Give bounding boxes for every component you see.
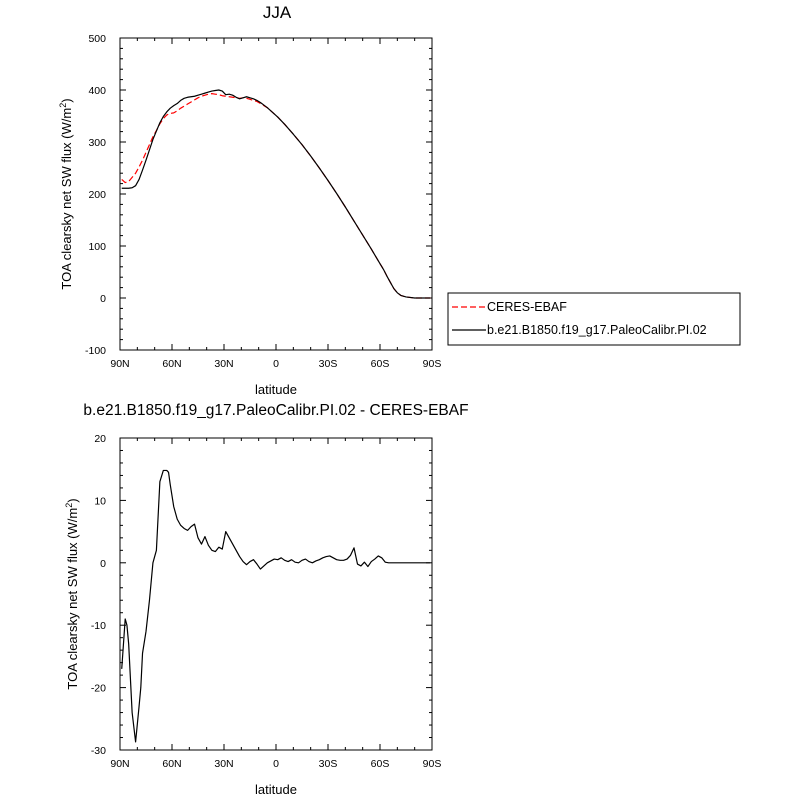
y-tick-label: 300: [88, 137, 106, 149]
bottom-y-axis-label: TOA clearsky net SW flux (W/m2): [64, 498, 80, 689]
series-line-1: [121, 89, 431, 299]
bottom-title: b.e21.B1850.f19_g17.PaleoCalibr.PI.02 - …: [83, 402, 468, 419]
legend-box: [447, 292, 741, 346]
top-axes: 90N 60N 30N 0 30S 60S 90S -100 0 100 200 300 400 500: [85, 33, 441, 370]
bottom-axes: 90N 60N 30N 0 30S 60S 90S -30 -20 -10 0 10 20: [91, 433, 442, 770]
series-line-0: [121, 469, 431, 743]
y-tick-label: 500: [88, 33, 106, 45]
x-tick-label: 90N: [110, 358, 129, 370]
x-tick-label: 30N: [214, 358, 233, 370]
x-tick-label: 60N: [162, 758, 181, 770]
top-panel: JJA 90N 60N 30N 0 30S 60S 90S -100 0 100 200 300 400…: [58, 3, 741, 397]
y-tick-label: 0: [100, 558, 106, 570]
bottom-x-axis-label: latitude: [255, 782, 297, 797]
legend-label-ceres: CERES-EBAF: [487, 300, 567, 314]
y-tick-label: 0: [100, 293, 106, 305]
y-tick-label: -100: [85, 345, 106, 357]
top-plot-frame: [119, 37, 433, 351]
x-tick-label: 0: [273, 358, 279, 370]
y-tick-label: -10: [91, 620, 106, 632]
x-tick-label: 0: [273, 758, 279, 770]
x-tick-label: 30N: [214, 758, 233, 770]
y-tick-label: -30: [91, 745, 106, 757]
top-legend: CERES-EBAF b.e21.B1850.f19_g17.PaleoCali…: [447, 292, 741, 346]
x-tick-label: 60S: [371, 758, 390, 770]
bottom-series: [121, 469, 431, 743]
bottom-panel: b.e21.B1850.f19_g17.PaleoCalibr.PI.02 - …: [64, 402, 469, 797]
y-tick-label: 100: [88, 241, 106, 253]
top-series: [121, 89, 431, 299]
x-tick-label: 60N: [162, 358, 181, 370]
x-tick-label: 90N: [110, 758, 129, 770]
x-tick-label: 90S: [423, 758, 442, 770]
x-tick-label: 30S: [319, 358, 338, 370]
y-tick-label: 200: [88, 189, 106, 201]
x-tick-label: 60S: [371, 358, 390, 370]
legend-label-model: b.e21.B1850.f19_g17.PaleoCalibr.PI.02: [487, 323, 707, 337]
x-tick-label: 90S: [423, 358, 442, 370]
series-line-0: [121, 93, 431, 299]
y-tick-label: 10: [94, 495, 106, 507]
x-tick-label: 30S: [319, 758, 338, 770]
top-title: JJA: [263, 3, 292, 22]
y-tick-label: 400: [88, 85, 106, 97]
y-tick-label: 20: [94, 433, 106, 445]
bottom-plot-frame: [119, 437, 433, 751]
top-x-axis-label: latitude: [255, 382, 297, 397]
y-tick-label: -20: [91, 683, 106, 695]
top-y-axis-label: TOA clearsky net SW flux (W/m2): [58, 98, 74, 289]
